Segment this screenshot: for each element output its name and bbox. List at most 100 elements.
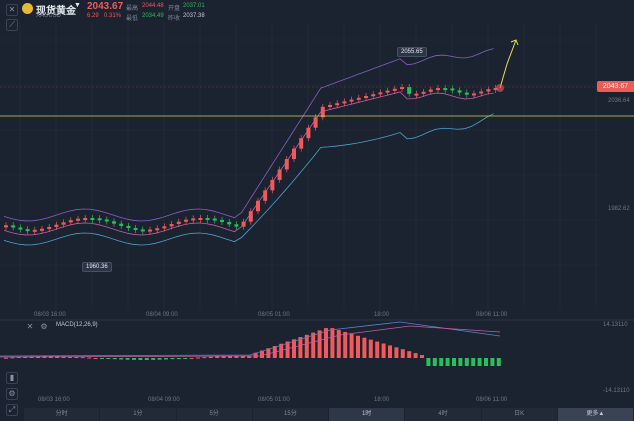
macd-bar: [215, 356, 220, 358]
candle-body: [191, 218, 196, 221]
tab-period[interactable]: 5分: [177, 408, 253, 421]
candle-body: [61, 222, 66, 225]
macd-bar: [311, 332, 316, 358]
close-icon[interactable]: ✕: [6, 4, 18, 16]
macd-axis-low: -14.13110: [603, 388, 630, 394]
x-label-macd: 08/06 11:00: [476, 397, 508, 403]
x-label-main: 08/06 11:00: [476, 312, 508, 318]
price-change-pct: 0.31%: [104, 13, 122, 19]
settings-icon[interactable]: ⚙: [6, 388, 18, 400]
candle-body: [11, 225, 16, 228]
candle-body: [76, 218, 80, 221]
candle-body: [313, 117, 318, 128]
settings-icon[interactable]: ⚙: [40, 322, 48, 331]
macd-bar: [202, 357, 207, 359]
candle-body: [47, 226, 52, 229]
chart-type-icon[interactable]: ▮: [6, 372, 18, 384]
tab-period[interactable]: 15分: [253, 408, 329, 421]
candle-body: [54, 224, 59, 227]
candle-body: [270, 179, 275, 191]
macd-bar: [253, 352, 258, 358]
macd-bar: [144, 358, 149, 360]
candle-body: [450, 88, 455, 91]
macd-bar: [125, 358, 130, 360]
candle-body: [284, 159, 289, 170]
candle-body: [320, 106, 325, 118]
x-label-main: 18:00: [374, 312, 390, 318]
candle-body: [472, 93, 476, 96]
lower-band: [3, 113, 494, 246]
candle-body: [335, 103, 340, 106]
macd-bar: [356, 335, 360, 358]
chevron-down-icon[interactable]: ▼: [74, 2, 81, 9]
tab-period-active[interactable]: 1时: [329, 408, 406, 421]
candle-body: [220, 219, 224, 222]
macd-bar: [452, 358, 456, 366]
candle-body: [479, 91, 484, 94]
x-label-main: 08/05 01:00: [258, 312, 290, 318]
candle-body: [392, 88, 397, 91]
candlestick-series: [4, 84, 498, 235]
candle-body: [306, 127, 311, 139]
candle-body: [371, 94, 376, 97]
macd-bar: [74, 356, 79, 358]
macd-bar: [68, 356, 72, 358]
macd-label: MACD(12,26,9): [56, 322, 98, 328]
tab-period[interactable]: 日K: [482, 408, 558, 421]
trend-arrow: [499, 39, 517, 89]
macd-bar: [285, 341, 290, 358]
price-change: 6.29: [87, 13, 99, 19]
candle-body: [400, 87, 404, 89]
draw-tool-icon[interactable]: ⟋: [6, 19, 18, 31]
macd-bar: [400, 349, 405, 358]
candle-body: [436, 88, 440, 91]
tab-period[interactable]: 分时: [24, 408, 101, 421]
gold-coin-icon: [22, 3, 33, 14]
candle-body: [104, 219, 109, 222]
macd-line: [0, 321, 501, 357]
macd-bar: [16, 356, 21, 358]
candle-body: [256, 200, 260, 212]
close-indicator-icon[interactable]: ✕: [26, 322, 34, 331]
macd-bar: [388, 345, 392, 358]
instrument-title[interactable]: 现货黄金: [36, 6, 76, 17]
candle-body: [169, 224, 174, 227]
candle-body: [126, 225, 131, 229]
low-callout: 1960.36: [82, 262, 112, 272]
macd-bar: [413, 353, 418, 358]
tab-period[interactable]: 4时: [405, 408, 482, 421]
macd-bar: [176, 358, 181, 359]
live-price-dot: [496, 84, 504, 92]
macd-bar: [151, 358, 156, 360]
macd-bar: [324, 328, 328, 358]
macd-bar: [132, 358, 136, 360]
macd-histogram: [0, 321, 501, 366]
fullscreen-icon[interactable]: ⤢: [6, 404, 18, 416]
more-periods-button[interactable]: 更多▲: [557, 408, 634, 421]
candle-body: [443, 88, 448, 91]
macd-bar: [119, 358, 124, 360]
candle-body: [227, 221, 232, 225]
macd-bar: [189, 357, 194, 359]
candle-body: [176, 221, 181, 225]
candle-body: [18, 227, 23, 230]
macd-bar: [266, 348, 271, 358]
instrument-symbol: XAUUSD: [36, 13, 62, 19]
macd-bar: [407, 351, 412, 358]
x-label-macd: 18:00: [374, 397, 390, 403]
macd-bar: [445, 358, 450, 366]
tab-period[interactable]: 1分: [100, 408, 177, 421]
macd-bar: [490, 358, 495, 366]
x-label-macd: 08/04 09:00: [148, 397, 180, 403]
candle-body: [486, 89, 491, 92]
prev-close-value: 2037.38: [183, 13, 205, 19]
macd-bar: [247, 356, 252, 358]
macd-axis-high: 14.13110: [603, 322, 628, 328]
macd-bar: [4, 357, 8, 359]
candle-body: [155, 228, 160, 231]
candle-body: [119, 223, 124, 226]
macd-bar: [432, 358, 437, 366]
candle-body: [421, 91, 426, 94]
